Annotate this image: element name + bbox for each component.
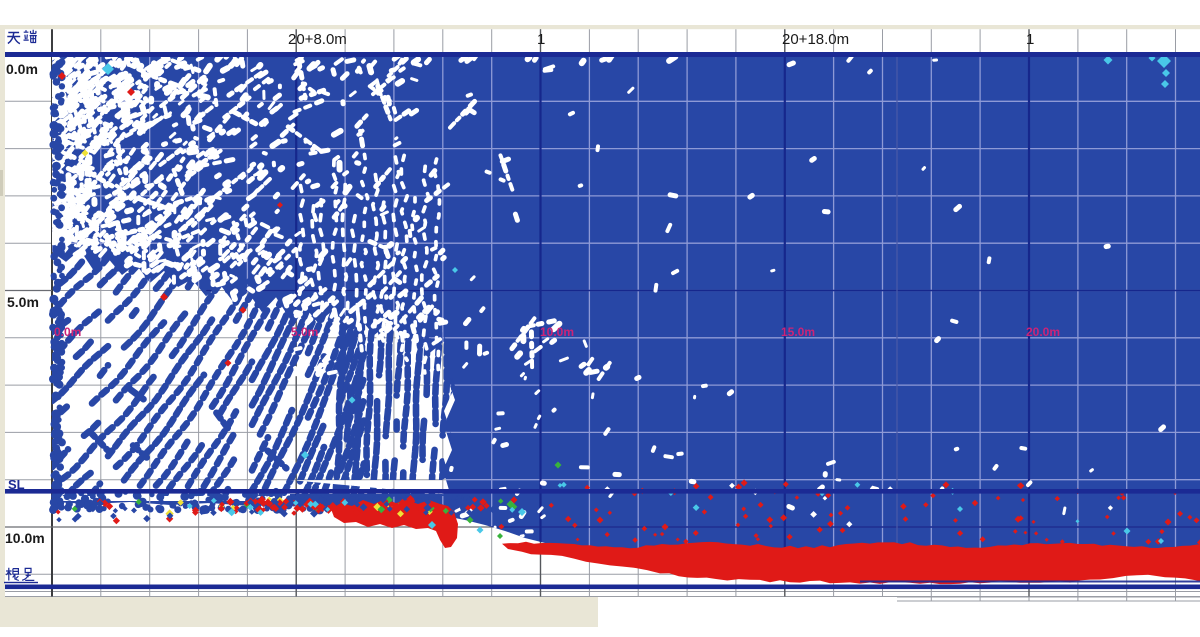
svg-text:15.0m: 15.0m <box>781 325 815 339</box>
svg-text:20+8.0m: 20+8.0m <box>288 31 347 48</box>
svg-text:20.0m: 20.0m <box>1026 325 1060 339</box>
svg-text:5.0m: 5.0m <box>7 294 39 310</box>
svg-text:SL: SL <box>8 477 25 492</box>
svg-text:10.0m: 10.0m <box>5 530 45 546</box>
svg-text:1: 1 <box>1026 31 1034 48</box>
svg-text:20+18.0m: 20+18.0m <box>782 31 849 48</box>
svg-text:0.0m: 0.0m <box>6 61 38 77</box>
svg-text:10.0m: 10.0m <box>540 325 574 339</box>
svg-text:0.0m: 0.0m <box>54 325 81 339</box>
svg-text:1: 1 <box>537 31 545 48</box>
svg-text:5.0m: 5.0m <box>291 325 318 339</box>
